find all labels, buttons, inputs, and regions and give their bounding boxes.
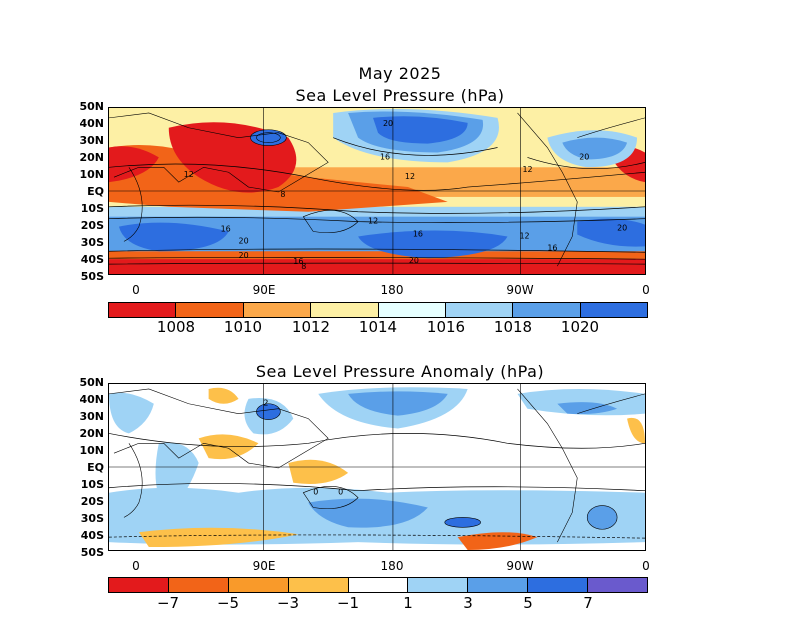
contour-label: 2 (263, 399, 268, 408)
contour-label: 12 (368, 217, 378, 226)
contour-label: 0 (313, 488, 318, 497)
contour-label: 16 (293, 257, 303, 266)
anomaly-colorbar (108, 577, 648, 593)
contour-label: 16 (413, 229, 423, 238)
slp-anomaly-map: 0 0 2 (108, 383, 646, 551)
contour-label: 12 (405, 172, 415, 181)
contour-label: 8 (301, 262, 306, 271)
map-title-month: May 2025 (358, 64, 442, 83)
slp-map: 20 16 12 8 20 16 12 20 16 12 20 16 12 8 … (108, 107, 646, 275)
contour-label: 20 (239, 236, 249, 245)
contour-label: 0 (338, 488, 343, 497)
contour-label: 20 (383, 119, 393, 128)
contour-label: 12 (184, 170, 194, 179)
contour-label: 8 (280, 190, 285, 199)
contour-label: 12 (522, 165, 532, 174)
contour-label: 20 (409, 256, 419, 265)
contour-label: 16 (380, 152, 390, 161)
contour-label: 20 (617, 224, 627, 233)
contour-label: 16 (221, 225, 231, 234)
map-title-slp: Sea Level Pressure (hPa) (295, 86, 505, 105)
lat-axis-bottom: 50N 40N 30N 20N 10N EQ 10S 20S 30S 40S 5… (79, 376, 104, 559)
contour-label: 16 (547, 243, 557, 252)
anomaly-map-title: Sea Level Pressure Anomaly (hPa) (255, 362, 545, 381)
lat-axis-top: 50N 40N 30N 20N 10N EQ 10S 20S 30S 40S 5… (79, 100, 104, 283)
contour-label: 20 (239, 251, 249, 260)
contour-label: 20 (579, 152, 589, 161)
contour-label: 12 (519, 231, 529, 240)
slp-colorbar (108, 302, 648, 318)
